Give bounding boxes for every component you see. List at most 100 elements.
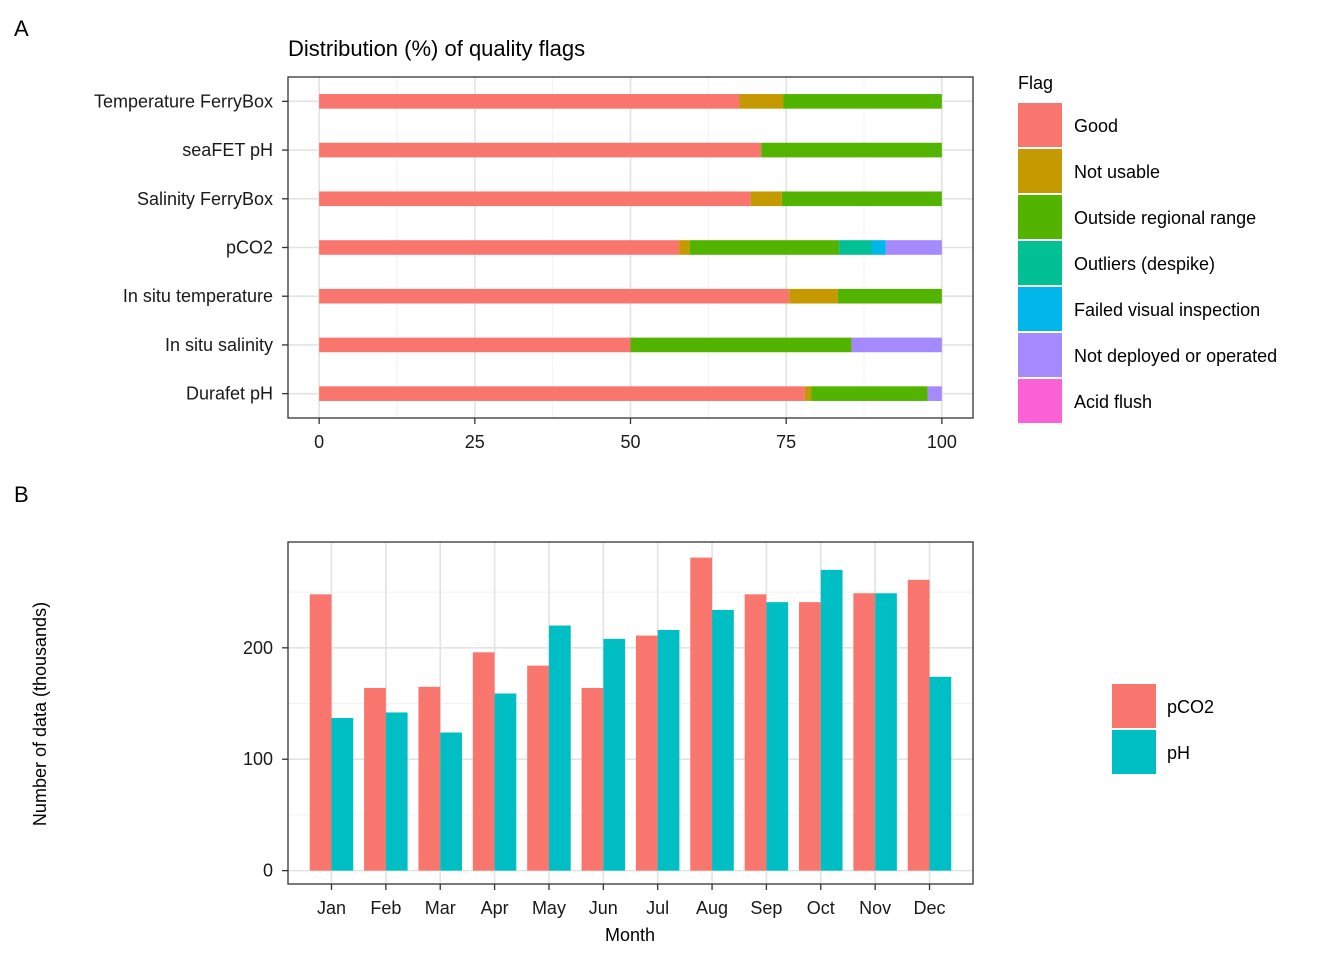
y-tick-label-temperature-ferrybox: Temperature FerryBox	[94, 91, 273, 111]
x-tick-label-nov: Nov	[859, 898, 891, 918]
bar-durafet-ph-outside-regional-range	[811, 386, 928, 401]
bar-in-situ-temperature-outside-regional-range	[837, 288, 942, 304]
bar-aug-pco2	[690, 557, 713, 871]
legend-label-outside-regional-range: Outside regional range	[1074, 208, 1256, 228]
bar-in-situ-temperature-not-usable	[789, 288, 838, 304]
bar-jan-pco2	[309, 594, 332, 871]
panel-a-x-axis: 0 25 50 75 100	[314, 418, 957, 452]
legend-key-failed-visual-inspection	[1018, 287, 1062, 331]
x-tick-label-apr: Apr	[481, 898, 509, 918]
y-tick-label-200: 200	[243, 638, 273, 658]
bar-jun-ph	[603, 638, 626, 871]
panel-b-y-axis-title: Number of data (thousands)	[30, 602, 50, 826]
bar-pco2-not-usable	[679, 240, 690, 255]
y-tick-label-0: 0	[263, 861, 273, 881]
panel-b: B 0 100 200 Jan Feb Mar Apr May Jun Jul Aug Sep Oct…	[14, 482, 1214, 945]
bar-mar-ph	[440, 732, 462, 871]
panel-a-y-axis: Temperature FerryBox seaFET pH Salinity Fe…	[94, 91, 288, 404]
panel-b-x-axis: Jan Feb Mar Apr May Jun Jul Aug Sep Oct Nov Dec	[317, 884, 946, 918]
legend-key-not-deployed-or-operated	[1018, 333, 1062, 377]
bar-pco2-outliers-despike	[839, 240, 872, 255]
bar-durafet-ph-good	[319, 386, 805, 401]
legend-key-not-usable	[1018, 149, 1062, 193]
bar-feb-pco2	[364, 687, 386, 871]
x-tick-label-75: 75	[776, 432, 796, 452]
legend-key-pco2	[1112, 684, 1156, 728]
legend-label-failed-visual-inspection: Failed visual inspection	[1074, 300, 1260, 320]
y-tick-label-100: 100	[243, 749, 273, 769]
bar-sep-ph	[766, 602, 789, 871]
panel-b-label: B	[14, 482, 29, 507]
legend-key-acid-flush	[1018, 379, 1062, 423]
bar-aug-ph	[712, 609, 734, 871]
bar-jul-ph	[657, 630, 680, 871]
bar-nov-ph	[875, 593, 897, 871]
bar-in-situ-salinity-good	[319, 337, 631, 353]
x-tick-label-25: 25	[465, 432, 485, 452]
panel-a-label: A	[14, 16, 29, 41]
panel-a-legend: Flag Good Not usable Outside regional rang…	[1018, 73, 1277, 423]
legend-key-outside-regional-range	[1018, 195, 1062, 239]
bar-jan-ph	[331, 718, 354, 871]
bar-may-ph	[548, 625, 571, 871]
y-tick-label-salinity-ferrybox: Salinity FerryBox	[137, 189, 273, 209]
bar-may-pco2	[527, 665, 549, 871]
bar-oct-pco2	[799, 602, 821, 871]
x-tick-label-may: May	[532, 898, 566, 918]
legend-label-good: Good	[1074, 116, 1118, 136]
panel-a-title: Distribution (%) of quality flags	[288, 36, 585, 61]
y-tick-label-durafet-ph: Durafet pH	[186, 384, 273, 404]
legend-key-ph	[1112, 730, 1156, 774]
bar-mar-pco2	[418, 686, 441, 871]
legend-label-acid-flush: Acid flush	[1074, 392, 1152, 412]
bar-apr-pco2	[472, 652, 495, 871]
panel-a: A Distribution (%) of quality flags Temp…	[14, 16, 1277, 452]
x-tick-label-50: 50	[620, 432, 640, 452]
x-tick-label-jun: Jun	[589, 898, 618, 918]
panel-b-bars	[309, 557, 952, 871]
bar-seafet-ph-good	[319, 142, 762, 158]
y-tick-label-in-situ-salinity: In situ salinity	[165, 335, 273, 355]
legend-label-not-usable: Not usable	[1074, 162, 1160, 182]
x-tick-label-mar: Mar	[425, 898, 456, 918]
legend-key-outliers-despike	[1018, 241, 1062, 285]
panel-a-bars	[319, 94, 942, 401]
panel-b-frame	[287, 541, 974, 885]
bar-durafet-ph-not-deployed-or-operated	[927, 386, 942, 401]
bar-temperature-ferrybox-good	[319, 94, 740, 109]
bar-salinity-ferrybox-not-usable	[750, 191, 782, 207]
x-tick-label-dec: Dec	[914, 898, 946, 918]
bar-pco2-failed-visual-inspection	[871, 240, 886, 255]
y-tick-label-pco2: pCO2	[226, 238, 273, 258]
x-tick-label-aug: Aug	[696, 898, 728, 918]
legend-label-not-deployed-or-operated: Not deployed or operated	[1074, 346, 1277, 366]
x-tick-label-feb: Feb	[370, 898, 401, 918]
x-tick-label-jul: Jul	[646, 898, 669, 918]
panel-b-y-axis: 0 100 200	[243, 638, 288, 881]
bar-temperature-ferrybox-outside-regional-range	[783, 94, 942, 109]
bar-jun-pco2	[581, 687, 604, 871]
legend-label-outliers-despike: Outliers (despike)	[1074, 254, 1215, 274]
bar-pco2-good	[319, 240, 680, 255]
x-tick-label-0: 0	[314, 432, 324, 452]
bar-salinity-ferrybox-good	[319, 191, 751, 207]
bar-pco2-outside-regional-range	[689, 240, 840, 255]
bar-in-situ-salinity-outside-regional-range	[630, 337, 852, 353]
bar-sep-pco2	[744, 594, 767, 871]
x-tick-label-jan: Jan	[317, 898, 346, 918]
bar-apr-ph	[494, 693, 517, 871]
bar-seafet-ph-outside-regional-range	[761, 142, 942, 158]
bar-jul-pco2	[635, 635, 658, 871]
bar-in-situ-salinity-not-deployed-or-operated	[851, 337, 942, 353]
bar-in-situ-temperature-good	[319, 288, 790, 304]
bar-dec-ph	[929, 676, 952, 871]
bar-feb-ph	[385, 712, 408, 871]
bar-oct-ph	[820, 569, 843, 871]
panel-b-legend: pCO2 pH	[1112, 684, 1214, 774]
bar-salinity-ferrybox-outside-regional-range	[781, 191, 942, 207]
x-tick-label-oct: Oct	[807, 898, 835, 918]
x-tick-label-sep: Sep	[750, 898, 782, 918]
legend-label-ph: pH	[1167, 743, 1190, 763]
bar-durafet-ph-not-usable	[804, 386, 812, 401]
